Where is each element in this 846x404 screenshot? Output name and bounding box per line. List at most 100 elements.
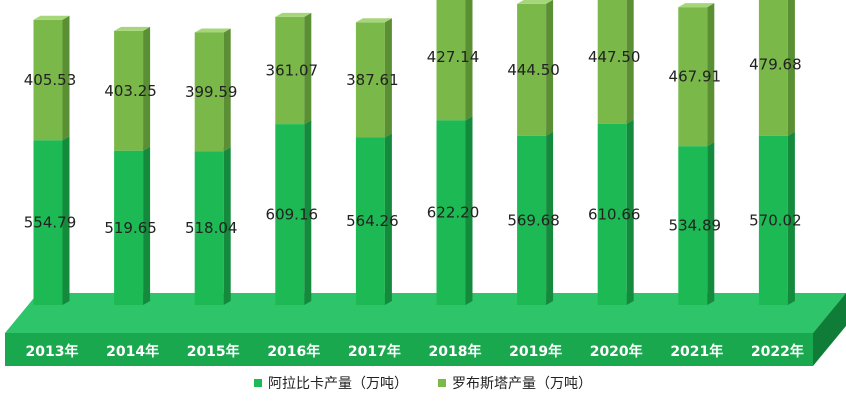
bar-robusta-4-front (355, 22, 385, 138)
value-label-arabica-0: 554.79 (24, 214, 77, 232)
value-label-robusta-8: 467.91 (669, 68, 722, 86)
legend-label-robusta: 罗布斯塔产量（万吨） (452, 376, 592, 392)
bar-arabica-7 (597, 119, 634, 306)
bar-arabica-5-front (436, 120, 466, 305)
value-label-arabica-6: 569.68 (507, 211, 560, 229)
value-labels-group: 554.79 405.53 519.65 403.25 518.04 399.59 609.… (24, 48, 802, 237)
bar-arabica-2 (194, 147, 231, 305)
category-label-9: 2022年 (751, 343, 804, 360)
category-label-5: 2018年 (429, 343, 482, 360)
bar-arabica-9 (758, 131, 795, 305)
value-label-arabica-5: 622.20 (427, 204, 480, 222)
bar-robusta-9-side (787, 0, 795, 136)
bar-arabica-0-front (33, 140, 63, 305)
bar-arabica-2-side (223, 147, 231, 305)
category-label-2: 2015年 (187, 343, 240, 360)
value-label-robusta-0: 405.53 (24, 71, 77, 89)
bar-robusta-2-side (223, 28, 231, 152)
bar-robusta-4-top (355, 18, 392, 23)
bar-arabica-9-side (787, 131, 795, 305)
bar-arabica-6-front (517, 135, 547, 305)
bar-arabica-8-front (678, 146, 708, 305)
bar-arabica-5 (436, 116, 473, 305)
bars-group (33, 0, 795, 306)
bar-robusta-3-side (304, 12, 312, 125)
category-label-8: 2021年 (670, 343, 723, 360)
platform-side-face (813, 293, 846, 366)
bar-robusta-9-front (758, 0, 788, 136)
legend-item-robusta: 罗布斯塔产量（万吨） (438, 373, 592, 393)
bar-robusta-0-front (33, 19, 63, 141)
bar-arabica-8 (678, 142, 715, 305)
bar-robusta-6-side (546, 0, 554, 136)
bar-robusta-9 (758, 0, 795, 136)
value-label-arabica-2: 518.04 (185, 219, 238, 237)
legend-swatch-arabica (254, 379, 262, 387)
bar-robusta-1-front (114, 30, 144, 151)
bar-robusta-3-top (275, 12, 312, 17)
bar-robusta-3 (275, 12, 312, 125)
bar-robusta-8 (678, 3, 715, 147)
value-label-robusta-1: 403.25 (104, 82, 157, 100)
category-label-4: 2017年 (348, 343, 401, 360)
bar-arabica-1-side (143, 146, 151, 305)
bar-robusta-7-side (626, 0, 634, 124)
bar-robusta-5-front (436, 0, 466, 121)
bar-arabica-8-side (707, 142, 715, 305)
bar-arabica-7-side (626, 119, 634, 306)
bar-robusta-2-top (194, 28, 231, 33)
legend-item-arabica: 阿拉比卡产量（万吨） (254, 373, 408, 393)
bar-robusta-4-side (384, 18, 392, 138)
bar-arabica-4-front (355, 137, 385, 305)
bar-robusta-5-side (465, 0, 473, 121)
bar-robusta-7 (597, 0, 634, 124)
bar-robusta-7-front (597, 0, 627, 124)
bar-arabica-5-side (465, 116, 473, 305)
bar-arabica-3-side (304, 120, 312, 305)
bar-arabica-0-side (62, 136, 70, 305)
value-label-robusta-5: 427.14 (427, 48, 480, 66)
bar-arabica-3-front (275, 124, 305, 305)
bar-robusta-5 (436, 0, 473, 121)
bar-robusta-3-front (275, 16, 305, 125)
value-label-arabica-7: 610.66 (588, 205, 641, 223)
value-label-arabica-1: 519.65 (104, 219, 157, 237)
bar-robusta-0 (33, 15, 70, 141)
value-label-robusta-9: 479.68 (749, 55, 802, 73)
bar-robusta-8-side (707, 3, 715, 147)
bar-arabica-7-front (597, 123, 627, 306)
platform-front-face (5, 333, 813, 366)
category-labels-group: 2013年 2014年 2015年 2016年 2017年 2018年 2019年 2020年… (26, 343, 804, 360)
bar-robusta-6-top (517, 0, 553, 4)
bar-robusta-2-front (194, 32, 224, 152)
bar-robusta-8-front (678, 7, 708, 147)
bar-arabica-3 (275, 120, 312, 305)
bar-robusta-1-side (143, 26, 151, 151)
bar-arabica-1-front (114, 150, 144, 305)
value-label-arabica-4: 564.26 (346, 212, 399, 230)
value-label-robusta-4: 387.61 (346, 71, 399, 89)
bar-robusta-1 (114, 26, 151, 151)
value-label-arabica-9: 570.02 (749, 211, 802, 229)
bar-robusta-2 (194, 28, 231, 152)
bar-robusta-6 (517, 0, 554, 136)
category-label-7: 2020年 (590, 343, 643, 360)
bar-arabica-6-side (546, 131, 554, 305)
value-label-robusta-7: 447.50 (588, 48, 641, 66)
category-label-6: 2019年 (509, 343, 562, 360)
bar-robusta-0-side (62, 15, 70, 141)
legend-swatch-robusta (438, 379, 446, 387)
bar-arabica-9-front (758, 135, 788, 305)
legend: 阿拉比卡产量（万吨） 罗布斯塔产量（万吨） (0, 372, 846, 394)
bar-robusta-1-top (114, 26, 151, 31)
value-label-robusta-6: 444.50 (507, 61, 560, 79)
bar-robusta-0-top (33, 15, 70, 20)
value-label-robusta-2: 399.59 (185, 83, 238, 101)
value-label-arabica-3: 609.16 (266, 206, 319, 224)
bar-arabica-2-front (194, 151, 224, 305)
bar-arabica-4-side (384, 133, 392, 305)
category-label-0: 2013年 (26, 343, 79, 360)
category-label-3: 2016年 (267, 343, 320, 360)
